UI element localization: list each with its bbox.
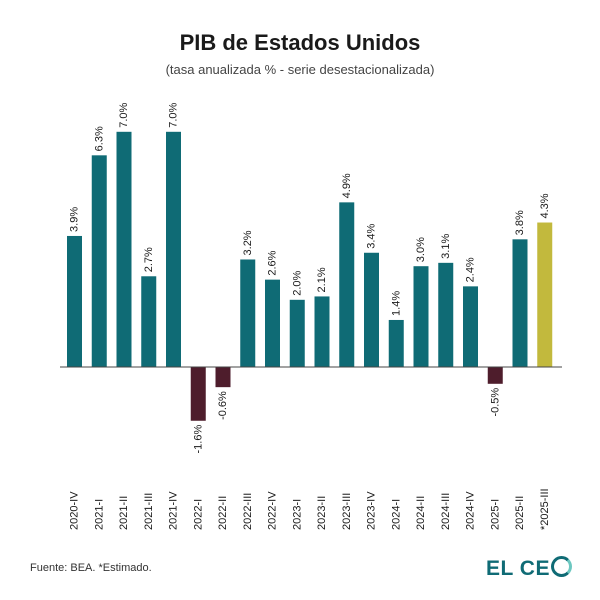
bar-2022-III bbox=[240, 259, 256, 367]
bar-2022-II bbox=[215, 367, 231, 388]
bar-2020-IV bbox=[67, 235, 82, 367]
bar-*2025-III bbox=[537, 222, 553, 367]
tick-label-2021-II: 2021-II bbox=[118, 496, 130, 530]
tick-label-2022-I: 2022-I bbox=[192, 499, 204, 530]
bar-2022-IV bbox=[265, 279, 280, 367]
bar-2021-IV bbox=[166, 131, 181, 367]
tick-label-2022-II: 2022-II bbox=[217, 496, 229, 530]
tick-label-2023-IV: 2023-IV bbox=[366, 491, 378, 530]
chart-title: PIB de Estados Unidos bbox=[179, 30, 421, 55]
tick-labels-group: 2020-IV 2021-I 2021-II 2021-III 2021-IV 2022-… bbox=[69, 488, 551, 530]
data-label-2025-II: 3.8% bbox=[514, 210, 526, 235]
data-label-2022-I: -1.6% bbox=[192, 425, 204, 454]
tick-label-2024-IV: 2024-IV bbox=[465, 491, 477, 530]
tick-label-2025-I: 2025-I bbox=[489, 499, 501, 530]
bar-2021-II bbox=[116, 131, 132, 367]
data-label-2024-IV: 2.4% bbox=[465, 257, 477, 282]
data-labels-group: 3.9% 6.3% 7.0% 2.7% 7.0% -1.6% -0.6% 3.2% 2.6% 2.… bbox=[69, 103, 551, 454]
tick-label-2023-II: 2023-II bbox=[316, 496, 328, 530]
el-ceo-logo: EL CE bbox=[486, 556, 572, 581]
data-label-2024-II: 3.0% bbox=[415, 237, 427, 262]
tick-label-2022-III: 2022-III bbox=[242, 493, 254, 530]
data-label-2020-IV: 3.9% bbox=[69, 207, 81, 232]
data-label-*2025-III: 4.3% bbox=[539, 193, 551, 218]
bar-2022-I bbox=[190, 367, 206, 421]
bar-2023-I bbox=[289, 299, 305, 367]
data-label-2021-IV: 7.0% bbox=[168, 103, 180, 128]
tick-label-2025-II: 2025-II bbox=[514, 496, 526, 530]
data-label-2021-III: 2.7% bbox=[143, 247, 155, 272]
bar-2025-I bbox=[487, 367, 503, 384]
bar-2025-II bbox=[512, 239, 528, 367]
bars-group bbox=[67, 131, 553, 421]
bar-2023-III bbox=[339, 202, 355, 367]
bar-2021-I bbox=[91, 155, 107, 367]
data-label-2023-IV: 3.4% bbox=[366, 223, 378, 248]
data-label-2025-I: -0.5% bbox=[489, 388, 501, 417]
bar-2024-IV bbox=[463, 286, 478, 367]
tick-label-*2025-III: *2025-III bbox=[539, 488, 551, 530]
tick-label-2021-I: 2021-I bbox=[93, 499, 105, 530]
bar-2024-III bbox=[438, 262, 454, 367]
data-label-2021-I: 6.3% bbox=[93, 126, 105, 151]
tick-label-2023-I: 2023-I bbox=[291, 499, 303, 530]
bar-2023-IV bbox=[364, 252, 379, 367]
tick-label-2021-IV: 2021-IV bbox=[168, 491, 180, 530]
bar-2023-II bbox=[314, 296, 330, 367]
chart-subtitle: (tasa anualizada % - serie desestacional… bbox=[165, 62, 435, 77]
data-label-2022-IV: 2.6% bbox=[267, 250, 279, 275]
bar-2024-II bbox=[413, 266, 429, 367]
bar-2024-I bbox=[388, 319, 404, 367]
data-label-2021-II: 7.0% bbox=[118, 103, 130, 128]
tick-label-2022-IV: 2022-IV bbox=[267, 491, 279, 530]
data-label-2024-I: 1.4% bbox=[390, 291, 402, 316]
data-label-2024-III: 3.1% bbox=[440, 234, 452, 259]
tick-label-2023-III: 2023-III bbox=[341, 493, 353, 530]
tick-label-2024-III: 2024-III bbox=[440, 493, 452, 530]
tick-label-2021-III: 2021-III bbox=[143, 493, 155, 530]
tick-label-2020-IV: 2020-IV bbox=[69, 491, 81, 530]
bar-2021-III bbox=[141, 276, 157, 367]
data-label-2023-III: 4.9% bbox=[341, 173, 353, 198]
data-label-2022-II: -0.6% bbox=[217, 391, 229, 420]
tick-label-2024-II: 2024-II bbox=[415, 496, 427, 530]
source-note: Fuente: BEA. *Estimado. bbox=[30, 562, 152, 574]
tick-label-2024-I: 2024-I bbox=[390, 499, 402, 530]
data-label-2023-II: 2.1% bbox=[316, 267, 328, 292]
data-label-2022-III: 3.2% bbox=[242, 230, 254, 255]
data-label-2023-I: 2.0% bbox=[291, 271, 303, 296]
